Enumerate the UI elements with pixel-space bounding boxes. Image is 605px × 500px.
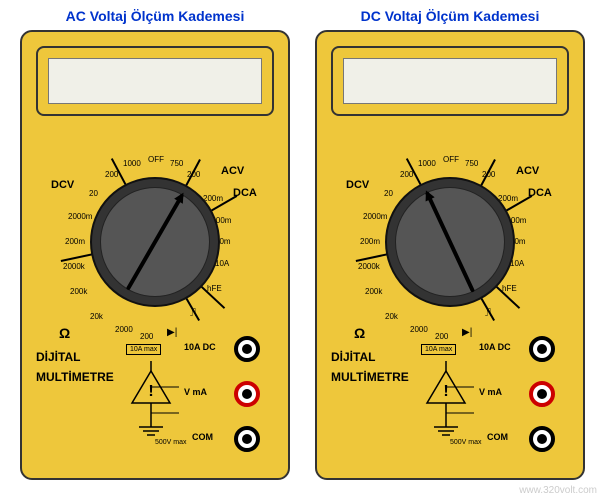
scale-value: 2000: [115, 325, 133, 334]
meter-dc-body: DCV ACV DCA Ω OFF100075020020020200m2000…: [315, 30, 585, 480]
dcv-label: DCV: [51, 179, 74, 191]
jack-com[interactable]: [234, 426, 260, 452]
500v-max-label: 500V max: [152, 438, 190, 447]
scale-value: 200: [105, 170, 118, 179]
acv-label: ACV: [516, 165, 539, 177]
svg-text:!: !: [148, 383, 153, 400]
jack-tenA[interactable]: [529, 336, 555, 362]
dial-zone-ac: DCV ACV DCA Ω OFF100075020020020200m2000…: [35, 127, 275, 347]
500v-max-label: 500V max: [447, 438, 485, 447]
bottom-section-ac: DİJİTAL MULTİMETRE 10A max ! 500V max 10: [34, 336, 276, 466]
meter-ac-block: AC Voltaj Ölçüm Kademesi DCV ACV DCA Ω O…: [15, 8, 295, 480]
lcd-frame: [331, 46, 569, 116]
scale-value: 2000m: [363, 212, 387, 221]
jack-vma[interactable]: [234, 381, 260, 407]
squarewave-icon: ⎍: [485, 307, 493, 320]
jack-tenA[interactable]: [234, 336, 260, 362]
squarewave-icon: ⎍: [190, 307, 198, 320]
jack-hole: [537, 344, 547, 354]
scale-value: 20: [89, 189, 98, 198]
svg-text:!: !: [443, 383, 448, 400]
dial-zone-dc: DCV ACV DCA Ω OFF100075020020020200m2000…: [330, 127, 570, 347]
title-ac: AC Voltaj Ölçüm Kademesi: [15, 8, 295, 24]
jack-label-com: COM: [192, 432, 213, 442]
dca-label: DCA: [528, 187, 552, 199]
brand-line1: DİJİTAL: [36, 350, 80, 364]
jack-label-com: COM: [487, 432, 508, 442]
scale-value: 750: [465, 159, 478, 168]
scale-value: 20: [384, 189, 393, 198]
meter-dc-block: DC Voltaj Ölçüm Kademesi DCV ACV DCA Ω O…: [310, 8, 590, 480]
rotary-dial-dc[interactable]: [385, 177, 515, 307]
meter-ac-body: DCV ACV DCA Ω OFF100075020020020200m2000…: [20, 30, 290, 480]
jack-com[interactable]: [529, 426, 555, 452]
bottom-section-dc: DİJİTAL MULTİMETRE 10A max ! 500V max 10…: [329, 336, 571, 466]
acv-label: ACV: [221, 165, 244, 177]
scale-value: OFF: [148, 155, 164, 164]
jack-hole: [242, 389, 252, 399]
scale-value: 200: [187, 170, 200, 179]
scale-value: hFE: [502, 284, 517, 293]
dcv-label: DCV: [346, 179, 369, 191]
jack-hole: [537, 389, 547, 399]
scale-value: 750: [170, 159, 183, 168]
jack-label-vma: V mA: [184, 387, 207, 397]
scale-value: 1000: [418, 159, 436, 168]
10a-max-label: 10A max: [126, 344, 161, 355]
scale-value: hFE: [207, 284, 222, 293]
rotary-dial-ac[interactable]: [90, 177, 220, 307]
scale-value: 200k: [365, 287, 382, 296]
scale-value: 2000m: [68, 212, 92, 221]
title-dc: DC Voltaj Ölçüm Kademesi: [310, 8, 590, 24]
scale-value: 20k: [90, 312, 103, 321]
brand-line2: MULTİMETRE: [331, 370, 409, 384]
scale-value: 200m: [360, 237, 380, 246]
scale-value: OFF: [443, 155, 459, 164]
lcd-display: [343, 58, 557, 104]
scale-value: 200: [400, 170, 413, 179]
scale-value: 200: [482, 170, 495, 179]
container: AC Voltaj Ölçüm Kademesi DCV ACV DCA Ω O…: [0, 0, 605, 488]
jack-label-tenA: 10A DC: [184, 342, 216, 352]
jack-hole: [242, 434, 252, 444]
scale-value: 1000: [123, 159, 141, 168]
10a-max-label: 10A max: [421, 344, 456, 355]
brand-line1: DİJİTAL: [331, 350, 375, 364]
scale-value: 200m: [65, 237, 85, 246]
jack-label-tenA: 10A DC: [479, 342, 511, 352]
scale-value: 20k: [385, 312, 398, 321]
lcd-display: [48, 58, 262, 104]
jack-vma[interactable]: [529, 381, 555, 407]
dca-label: DCA: [233, 187, 257, 199]
scale-value: 2000k: [63, 262, 85, 271]
brand-line2: MULTİMETRE: [36, 370, 114, 384]
jack-label-vma: V mA: [479, 387, 502, 397]
watermark: www.320volt.com: [519, 485, 597, 496]
scale-value: 200k: [70, 287, 87, 296]
jack-hole: [537, 434, 547, 444]
scale-value: 2000k: [358, 262, 380, 271]
jack-hole: [242, 344, 252, 354]
lcd-frame: [36, 46, 274, 116]
scale-value: 2000: [410, 325, 428, 334]
